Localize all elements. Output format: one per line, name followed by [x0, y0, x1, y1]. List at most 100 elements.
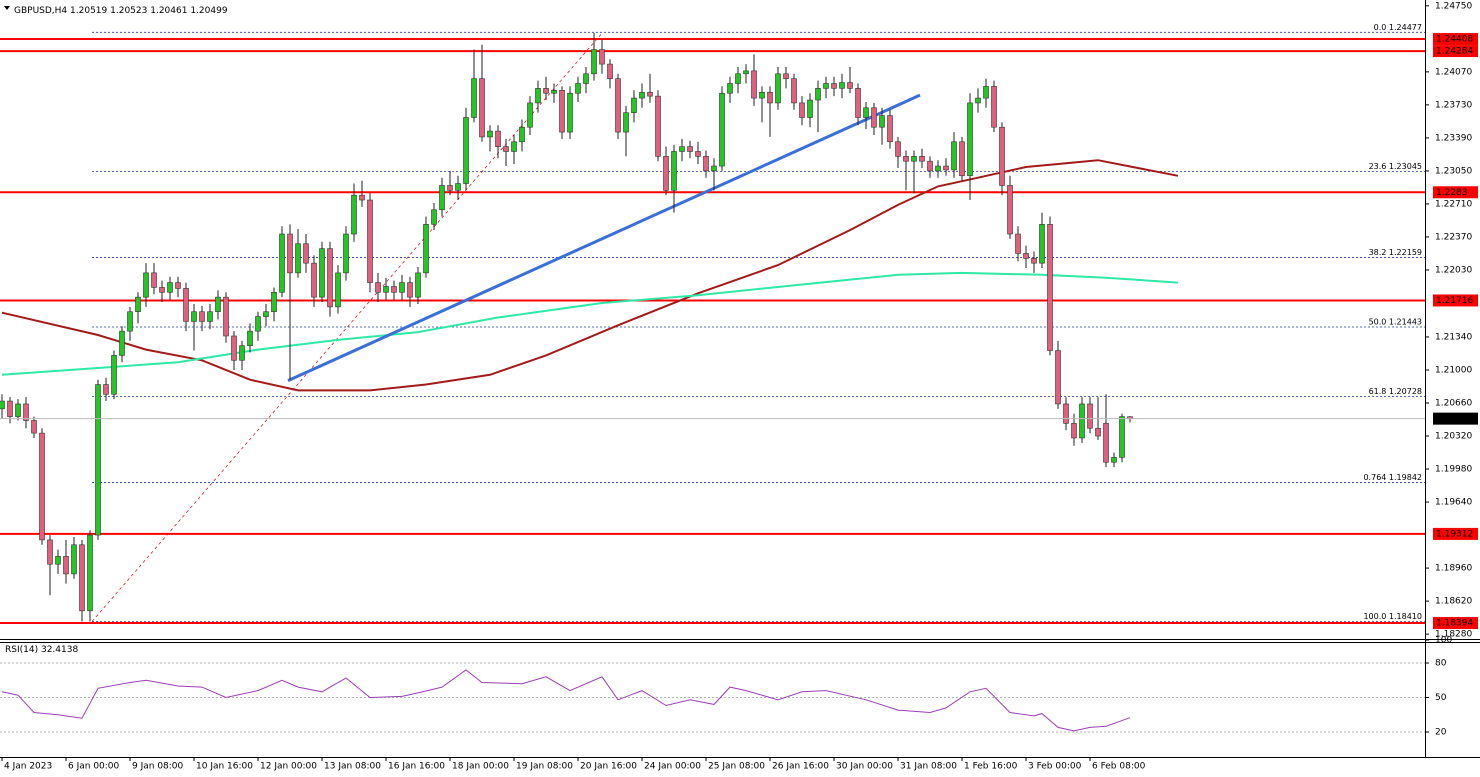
y-tick-label: 1.19640 — [1435, 498, 1472, 508]
candle-body — [999, 126, 1005, 186]
candle-body — [583, 73, 589, 84]
fib-label: 50.0 1.21443 — [1369, 317, 1422, 326]
fib-trend — [91, 32, 604, 622]
candle-body — [351, 194, 357, 235]
candle-body — [151, 272, 157, 288]
candle-body — [1071, 423, 1077, 439]
rsi-tick-label: 80 — [1435, 659, 1447, 669]
y-tick-label: 1.22710 — [1435, 199, 1472, 209]
candle-body — [111, 355, 117, 395]
candle-body — [1055, 350, 1061, 405]
candle-body — [31, 420, 37, 434]
candle-body — [935, 165, 941, 172]
candle-body — [463, 117, 469, 184]
candle-body — [383, 286, 389, 293]
candle-body — [247, 330, 253, 347]
candle-body — [967, 102, 973, 177]
x-tick-label: 9 Jan 08:00 — [132, 762, 184, 772]
y-tick-label: 1.18620 — [1435, 597, 1472, 607]
candle-body — [1079, 403, 1085, 439]
candle-body — [1119, 416, 1125, 458]
high: 1.20523 — [110, 6, 147, 16]
x-tick-label: 6 Feb 08:00 — [1092, 762, 1146, 772]
open: 1.20519 — [70, 6, 107, 16]
candle-body — [535, 88, 541, 104]
candle-body — [607, 63, 613, 79]
candle-body — [191, 311, 197, 322]
candle-body — [391, 286, 397, 293]
candle-body — [471, 78, 477, 118]
candle-body — [703, 156, 709, 172]
candle-body — [7, 400, 13, 417]
candle-body — [375, 282, 381, 293]
candle-body — [959, 141, 965, 177]
candle-body — [647, 91, 653, 97]
candle-body — [479, 78, 485, 138]
candle-body — [55, 556, 61, 565]
candle-body — [1063, 403, 1069, 424]
candle-body — [919, 156, 925, 162]
candle-body — [743, 70, 749, 75]
x-tick-label: 19 Jan 08:00 — [516, 762, 573, 772]
candle-body — [1111, 457, 1117, 463]
candle-body — [599, 49, 605, 65]
candle-body — [799, 102, 805, 118]
candle-body — [255, 316, 261, 332]
candle-body — [527, 102, 533, 128]
candle-body — [175, 282, 181, 289]
candle-body — [823, 83, 829, 89]
candle-body — [983, 86, 989, 99]
level-label-box — [1433, 45, 1478, 58]
candle-body — [415, 272, 421, 298]
candle-body — [727, 83, 733, 94]
candle-body — [295, 243, 301, 274]
candle-body — [431, 209, 437, 225]
fib-label: 100.0 1.18410 — [1363, 612, 1422, 621]
moving-average — [1, 271, 1179, 376]
candle-body — [519, 126, 525, 143]
candle-body — [815, 88, 821, 101]
level-label-box — [1433, 294, 1478, 307]
level-label: 1.24284 — [1436, 47, 1473, 57]
candle-body — [1039, 224, 1045, 264]
close: 1.20499 — [190, 6, 227, 16]
candle-body — [839, 82, 845, 89]
fib-label: 61.8 1.20728 — [1369, 387, 1422, 396]
y-tick-label: 1.19980 — [1435, 465, 1472, 475]
y-tick-label: 1.22030 — [1435, 265, 1472, 275]
candle-body — [239, 345, 245, 361]
candle-body — [47, 539, 53, 565]
y-tick-label: 1.21000 — [1435, 365, 1472, 375]
candle-body — [615, 78, 621, 133]
y-tick-label: 1.23050 — [1435, 166, 1472, 176]
candle-body — [903, 156, 909, 162]
candle-body — [63, 556, 69, 575]
x-tick-label: 30 Jan 00:00 — [836, 762, 893, 772]
level-label-box — [1433, 527, 1478, 540]
y-tick-label: 1.23730 — [1435, 100, 1472, 110]
candle-body — [767, 91, 773, 104]
candle-body — [135, 296, 141, 313]
candle-body — [287, 233, 293, 274]
level-label-box — [1433, 33, 1478, 46]
candle-body — [199, 311, 205, 322]
candle-body — [679, 146, 685, 152]
candle-body — [1031, 258, 1037, 264]
rsi-label: RSI(14) — [5, 645, 38, 655]
candle-body — [951, 141, 957, 171]
symbol: GBPUSD,H4 — [14, 6, 67, 16]
candle-body — [439, 185, 445, 211]
candle-body — [1023, 253, 1029, 259]
candle-body — [735, 73, 741, 84]
candle-body — [455, 183, 461, 191]
candle-body — [183, 288, 189, 322]
candle-body — [623, 112, 629, 133]
candle-body — [319, 248, 325, 298]
level-label-box — [1433, 186, 1478, 199]
level-label: 1.24408 — [1436, 35, 1473, 45]
candle-body — [487, 130, 493, 138]
candle-body — [15, 403, 21, 417]
candle-body — [39, 432, 45, 541]
x-tick-label: 24 Jan 00:00 — [644, 762, 701, 772]
